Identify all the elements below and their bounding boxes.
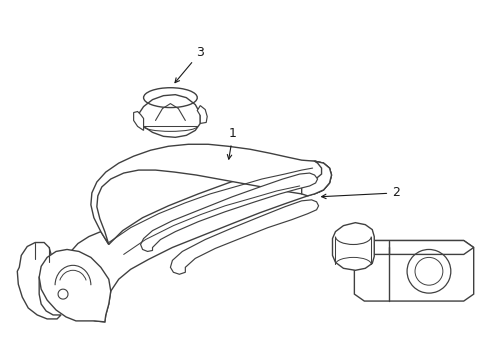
Polygon shape — [354, 240, 473, 301]
Polygon shape — [332, 223, 373, 270]
Polygon shape — [137, 95, 200, 137]
Polygon shape — [17, 243, 61, 319]
Text: 1: 1 — [227, 127, 237, 159]
Polygon shape — [301, 161, 331, 196]
Text: 2: 2 — [321, 186, 399, 199]
Polygon shape — [170, 200, 318, 274]
Polygon shape — [133, 112, 143, 130]
Polygon shape — [91, 144, 331, 244]
Polygon shape — [354, 240, 473, 255]
Polygon shape — [39, 249, 111, 322]
Polygon shape — [141, 173, 317, 251]
Polygon shape — [63, 161, 331, 322]
Polygon shape — [197, 105, 207, 123]
Text: 3: 3 — [175, 46, 204, 83]
